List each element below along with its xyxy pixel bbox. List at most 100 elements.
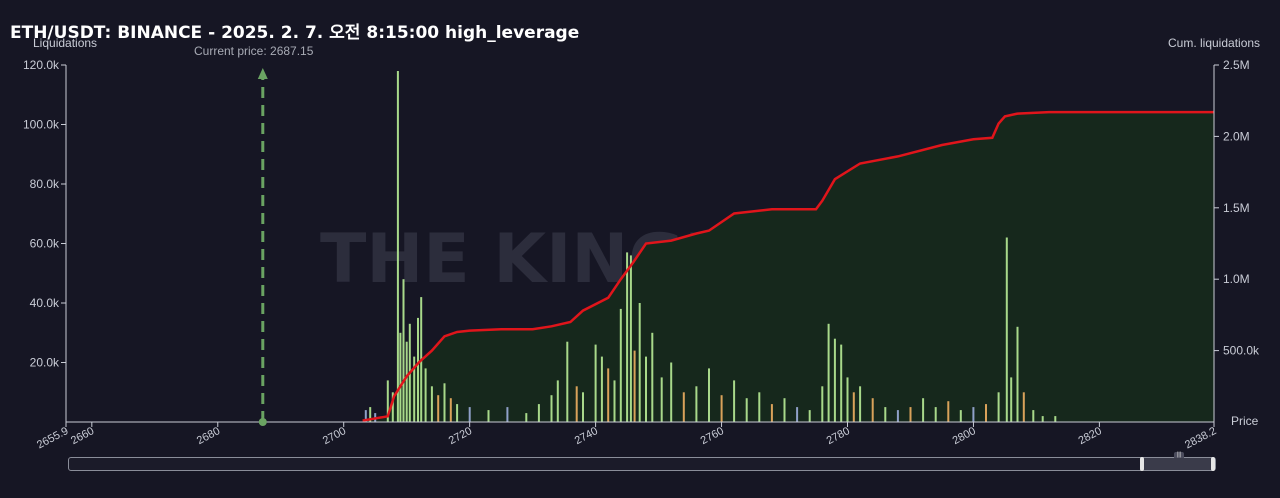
y-left-tick-label-2: 60.0k [30, 237, 60, 251]
y-right-tick-label-2: 1.5M [1223, 201, 1250, 215]
bar-40 [660, 377, 663, 422]
bar-31 [607, 368, 610, 422]
bar-62 [896, 410, 899, 422]
bar-77 [1054, 416, 1057, 422]
bar-37 [638, 303, 641, 422]
bar-47 [745, 398, 748, 422]
scrollbar-thumb[interactable]: ||| [1142, 452, 1214, 470]
bar-8 [405, 341, 408, 422]
bar-49 [770, 404, 773, 422]
bar-68 [972, 407, 975, 422]
y-right-tick-label-4: 2.5M [1223, 58, 1250, 72]
bar-39 [651, 332, 654, 423]
bar-52 [808, 410, 811, 422]
bar-41 [670, 362, 673, 422]
x-tick-label-7: 2780 [825, 425, 852, 447]
cumulative-area [362, 112, 1215, 422]
bar-3 [386, 380, 389, 422]
y-right-tick-label-3: 2.0M [1223, 129, 1250, 143]
bar-71 [1005, 237, 1008, 422]
bar-23 [537, 404, 540, 422]
bar-64 [922, 398, 925, 422]
bar-53 [821, 386, 824, 422]
bar-65 [934, 407, 937, 422]
bar-18 [456, 404, 459, 422]
bar-26 [566, 341, 569, 422]
bar-10 [413, 356, 416, 422]
y-left-tick-label-3: 80.0k [30, 177, 60, 191]
bar-69 [985, 404, 987, 422]
range-scrollbar[interactable]: ||| [68, 452, 1216, 471]
x-tick-label-6: 2760 [699, 425, 726, 447]
y-left-tick-label-0: 20.0k [30, 356, 60, 370]
bar-4 [391, 392, 394, 423]
y-left-tick-label-4: 100.0k [23, 118, 60, 132]
x-tick-label-2: 2680 [195, 425, 222, 447]
x-tick-label-5: 2740 [573, 425, 600, 447]
bar-45 [720, 395, 723, 422]
arrow-up-icon [257, 68, 268, 79]
bar-70 [997, 392, 1000, 423]
bar-28 [582, 392, 584, 423]
bar-32 [613, 380, 616, 422]
bar-61 [884, 407, 887, 422]
x-tick-label-10: 2838.2 [1183, 425, 1218, 451]
bar-36 [633, 350, 636, 422]
bar-55 [833, 338, 836, 422]
bar-20 [487, 410, 490, 422]
bar-29 [594, 344, 597, 422]
grip-icon[interactable]: ||| [1174, 452, 1184, 458]
bar-33 [619, 308, 622, 422]
bar-46 [733, 380, 736, 422]
bar-21 [506, 407, 509, 422]
y-left-tick-label-5: 120.0k [23, 58, 60, 72]
bar-73 [1016, 326, 1019, 422]
bar-42 [682, 392, 685, 423]
current-price-dot [258, 418, 267, 426]
bar-22 [525, 413, 528, 422]
bar-76 [1041, 416, 1044, 422]
bar-15 [437, 395, 440, 422]
bar-50 [783, 398, 786, 422]
y-left-tick-label-1: 40.0k [30, 296, 60, 310]
y-right-tick-label-1: 1.0M [1223, 272, 1250, 286]
liquidation-bars [364, 71, 1057, 423]
bar-60 [871, 398, 874, 422]
axes: 20.0k 40.0k 60.0k 80.0k 100.0k 120.0k 500.0k 1.… [23, 58, 1260, 451]
chart-title: ETH/USDT: BINANCE - 2025. 2. 7. 오전 8:15:… [10, 23, 580, 43]
scrollbar-right-handle[interactable] [1211, 457, 1215, 471]
bar-57 [846, 377, 849, 422]
x-tick-label-9: 2820 [1077, 425, 1104, 447]
bar-56 [840, 344, 843, 422]
bar-35 [629, 255, 632, 422]
right-axis-title: Cum. liquidations [1168, 36, 1261, 50]
current-price-marker[interactable] [257, 68, 268, 426]
bar-16 [443, 383, 446, 422]
bar-30 [600, 356, 603, 422]
bar-54 [827, 323, 830, 422]
bar-43 [695, 386, 698, 422]
x-tick-label-1: 2660 [69, 425, 96, 447]
x-tick-label-3: 2700 [321, 425, 348, 447]
bar-27 [575, 386, 578, 422]
bar-74 [1022, 392, 1025, 423]
bar-5 [396, 71, 399, 422]
bar-63 [909, 407, 912, 422]
bar-44 [708, 368, 710, 422]
bar-13 [424, 368, 427, 422]
bar-66 [947, 401, 950, 422]
cumulative-line [362, 110, 1214, 422]
current-price-label: Current price: 2687.15 [194, 44, 314, 58]
bar-6 [399, 332, 402, 423]
bar-34 [626, 252, 629, 422]
scrollbar-left-handle[interactable] [1140, 457, 1144, 471]
bar-14 [430, 386, 433, 422]
x-tick-label-0: 2655.9 [35, 425, 70, 451]
bar-1 [369, 407, 372, 422]
bar-75 [1032, 410, 1035, 422]
x-tick-label-4: 2720 [447, 425, 474, 447]
x-tick-label-8: 2800 [951, 425, 978, 447]
bar-19 [468, 407, 471, 422]
y-right-tick-label-0: 500.0k [1223, 344, 1260, 358]
